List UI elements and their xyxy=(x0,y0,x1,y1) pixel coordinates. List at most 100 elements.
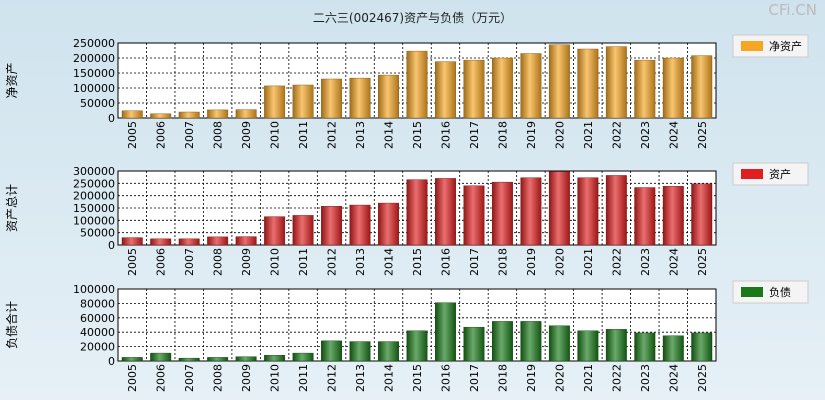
y-tick-label: 100000 xyxy=(73,283,115,296)
x-tick-label: 2005 xyxy=(126,364,139,392)
x-tick-label: 2018 xyxy=(496,248,509,276)
x-tick-label: 2012 xyxy=(326,364,339,392)
y-tick-label: 250000 xyxy=(73,37,115,50)
chart-title: 二六三(002467)资产与负债（万元） xyxy=(312,11,513,25)
bar-2018 xyxy=(491,181,513,246)
bar-2021 xyxy=(577,330,599,362)
bar-2016 xyxy=(435,178,456,246)
x-tick-label: 2011 xyxy=(297,121,310,149)
x-tick-label: 2009 xyxy=(240,121,253,149)
x-tick-label: 2014 xyxy=(383,248,396,276)
x-tick-label: 2014 xyxy=(383,121,396,149)
x-tick-label: 2025 xyxy=(696,248,709,276)
bar-2022 xyxy=(605,175,627,246)
bar-2007 xyxy=(178,111,200,119)
x-tick-label: 2012 xyxy=(326,121,339,149)
bar-2011 xyxy=(292,352,314,362)
x-tick-label: 2024 xyxy=(667,364,680,392)
y-tick-label: 50000 xyxy=(80,97,115,110)
legend-label: 负债 xyxy=(769,285,791,299)
panel-1: 0 50000 100000 150000 200000 250000 2005 2006 20… xyxy=(5,34,809,149)
x-tick-label: 2012 xyxy=(326,248,339,276)
x-tick-label: 2015 xyxy=(411,121,424,149)
x-tick-label: 2016 xyxy=(439,121,452,149)
y-tick-label: 0 xyxy=(108,355,115,368)
x-tick-label: 2010 xyxy=(269,248,282,276)
y-axis-label: 净资产 xyxy=(5,62,19,98)
bar-2008 xyxy=(207,236,229,246)
bar-2017 xyxy=(463,59,485,119)
x-tick-label: 2022 xyxy=(610,364,623,392)
y-tick-label: 80000 xyxy=(80,297,115,310)
x-tick-label: 2023 xyxy=(639,248,652,276)
y-axis-label: 资产总计 xyxy=(5,184,19,232)
bar-2013 xyxy=(349,204,371,246)
bar-2017 xyxy=(463,185,485,246)
x-tick-label: 2007 xyxy=(183,248,196,276)
bar-2024 xyxy=(662,335,684,362)
x-tick-label: 2008 xyxy=(212,364,225,392)
legend-swatch xyxy=(741,169,763,179)
bar-2022 xyxy=(605,46,627,119)
x-tick-label: 2010 xyxy=(269,121,282,149)
x-tick-label: 2015 xyxy=(411,364,424,392)
bar-2018 xyxy=(491,57,513,119)
x-tick-label: 2017 xyxy=(468,121,481,149)
x-tick-label: 2009 xyxy=(240,248,253,276)
y-tick-label: 300000 xyxy=(73,165,115,178)
bar-2007 xyxy=(178,357,200,362)
x-tick-label: 2015 xyxy=(411,248,424,276)
bar-2021 xyxy=(577,177,599,246)
bar-2013 xyxy=(349,77,371,119)
bar-2023 xyxy=(634,332,656,362)
x-tick-label: 2016 xyxy=(439,364,452,392)
bar-2025 xyxy=(691,332,713,362)
bar-2021 xyxy=(577,48,599,119)
bar-2017 xyxy=(463,326,485,362)
x-tick-label: 2018 xyxy=(496,364,509,392)
x-tick-label: 2010 xyxy=(269,364,282,392)
bar-2025 xyxy=(691,183,713,246)
y-tick-label: 150000 xyxy=(73,67,115,80)
bar-2006 xyxy=(150,113,172,119)
bar-2019 xyxy=(520,53,542,119)
x-tick-label: 2017 xyxy=(468,248,481,276)
x-tick-label: 2013 xyxy=(354,248,367,276)
bar-2016 xyxy=(435,61,456,119)
x-tick-label: 2021 xyxy=(582,121,595,149)
y-tick-label: 60000 xyxy=(80,312,115,325)
x-tick-label: 2023 xyxy=(639,364,652,392)
x-tick-label: 2024 xyxy=(667,121,680,149)
bar-2020 xyxy=(548,325,570,362)
bar-2012 xyxy=(321,340,343,362)
bar-2024 xyxy=(662,186,684,246)
x-tick-label: 2011 xyxy=(297,248,310,276)
x-tick-label: 2019 xyxy=(525,121,538,149)
x-tick-label: 2025 xyxy=(696,364,709,392)
bar-2022 xyxy=(605,329,627,362)
bar-2008 xyxy=(207,357,229,362)
y-tick-label: 200000 xyxy=(73,190,115,203)
x-tick-label: 2021 xyxy=(582,364,595,392)
bar-2008 xyxy=(207,109,229,119)
x-tick-label: 2013 xyxy=(354,121,367,149)
y-tick-label: 250000 xyxy=(73,177,115,190)
bar-2012 xyxy=(321,78,343,119)
x-tick-label: 2017 xyxy=(468,364,481,392)
x-tick-label: 2024 xyxy=(667,248,680,276)
bar-2009 xyxy=(235,236,257,246)
x-tick-label: 2007 xyxy=(183,364,196,392)
bar-2006 xyxy=(150,238,172,246)
bar-2010 xyxy=(264,216,286,246)
bar-2023 xyxy=(634,187,656,246)
bar-2025 xyxy=(691,55,713,119)
bar-2014 xyxy=(378,202,399,246)
legend-swatch xyxy=(741,287,763,297)
bar-2014 xyxy=(378,341,399,362)
x-tick-label: 2023 xyxy=(639,121,652,149)
y-axis-label: 负债合计 xyxy=(4,301,19,349)
bar-2009 xyxy=(235,109,257,119)
bar-2012 xyxy=(321,206,343,246)
bar-2011 xyxy=(292,215,314,246)
